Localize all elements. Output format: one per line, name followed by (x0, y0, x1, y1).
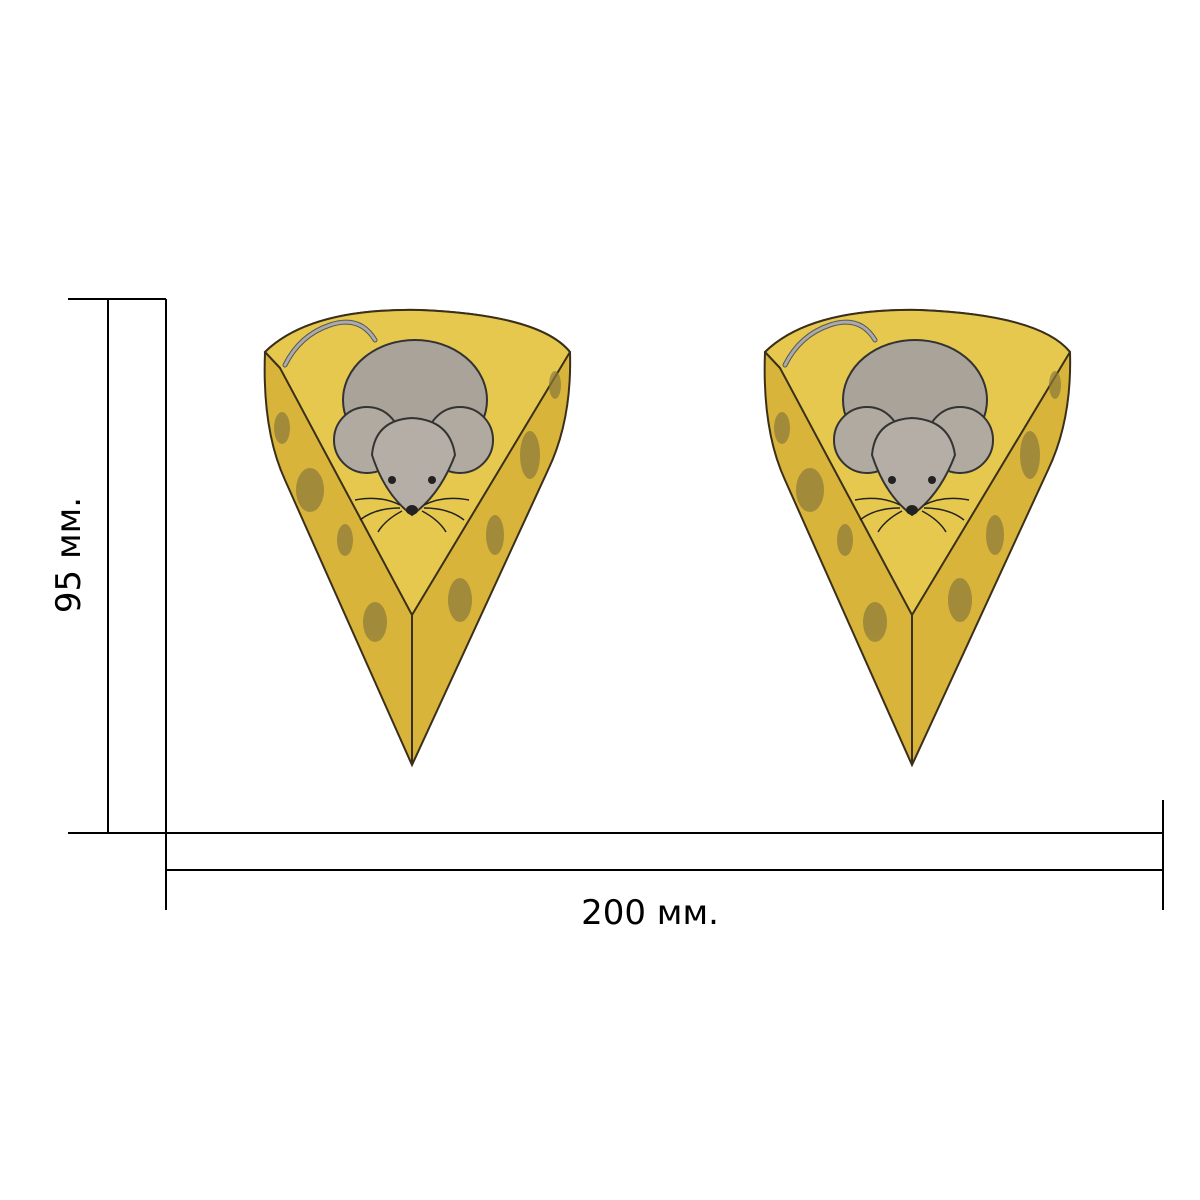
width-label: 200 мм. (581, 893, 719, 933)
height-label: 95 мм. (49, 497, 89, 613)
width-dimension: 200 мм. (165, 800, 1164, 933)
height-dimension: 95 мм. (49, 298, 167, 834)
